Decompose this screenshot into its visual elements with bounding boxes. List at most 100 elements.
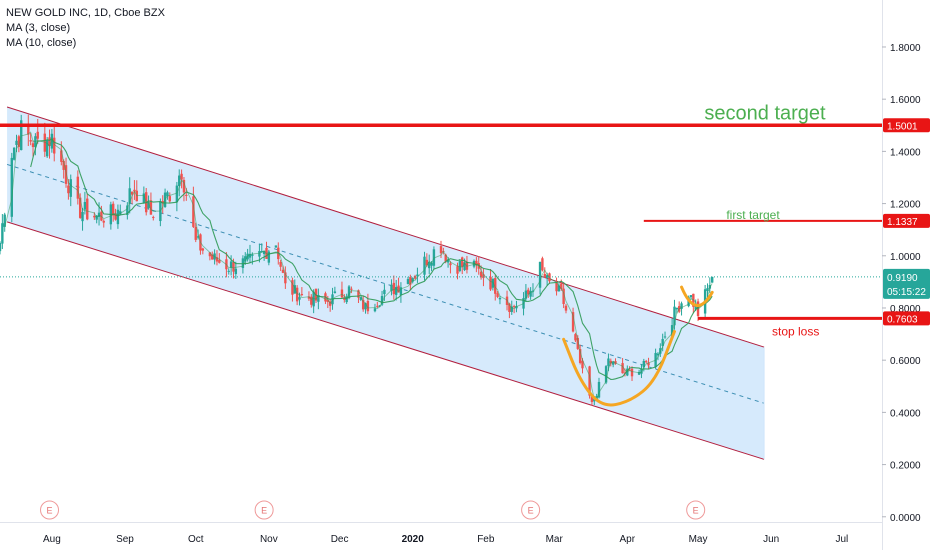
candle	[611, 361, 615, 368]
candle	[390, 279, 393, 296]
earnings-marker-label: E	[528, 506, 534, 516]
candle-body	[373, 308, 377, 312]
candle	[312, 289, 315, 314]
candle	[449, 261, 452, 274]
candle-body	[260, 251, 263, 253]
candle	[614, 358, 617, 365]
current-price-tag-bg	[883, 268, 930, 299]
candle-body	[36, 131, 39, 139]
candle	[527, 287, 530, 298]
candle-body	[614, 361, 617, 364]
candle	[340, 281, 344, 299]
candle-body	[29, 140, 32, 142]
candle-body	[130, 191, 134, 195]
candle-body	[543, 274, 546, 278]
earnings-marker-circle	[40, 500, 60, 520]
candle	[260, 243, 263, 253]
candle-body	[590, 394, 594, 402]
candle-body	[397, 285, 400, 293]
candle-body	[555, 282, 558, 292]
ma-short-label[interactable]: MA (3, close)	[6, 22, 71, 34]
candle	[359, 296, 363, 302]
ma-long-label[interactable]: MA (10, close)	[6, 37, 77, 49]
y-tick-label: 0.4000	[890, 408, 921, 419]
candle-body	[512, 306, 516, 308]
stop-loss-label: stop loss	[772, 324, 819, 338]
y-tick-label: 0.0000	[890, 513, 921, 524]
candle	[1, 214, 4, 250]
candle-body	[166, 192, 169, 197]
candle	[201, 247, 205, 255]
candle-body	[267, 251, 271, 263]
candle	[538, 261, 542, 295]
candle-body	[215, 257, 219, 262]
candle	[130, 191, 134, 205]
candle-body	[428, 261, 431, 269]
candle-body	[295, 287, 299, 302]
candle	[557, 283, 561, 292]
candle	[45, 137, 49, 158]
candle-body	[262, 250, 266, 255]
first-target-price-tag: 1.1337	[883, 213, 930, 228]
candle-body	[350, 288, 353, 290]
candle-body	[642, 360, 646, 368]
candle	[333, 286, 337, 294]
candle	[446, 256, 450, 268]
candle-body	[560, 283, 563, 289]
candle-body	[432, 249, 436, 266]
candle-body	[251, 254, 254, 256]
candle	[310, 294, 313, 308]
candle	[361, 295, 365, 312]
symbol-title[interactable]: NEW GOLD INC, 1D, Cboe BZX	[6, 7, 165, 19]
channel-midline	[6, 163, 765, 404]
candle-body	[111, 203, 115, 216]
candle	[413, 274, 417, 280]
candle-body	[489, 276, 492, 290]
earnings-marker: E	[254, 500, 274, 520]
candle-body	[232, 262, 235, 272]
candle-body	[347, 286, 351, 299]
candle-body	[588, 366, 591, 396]
candle-body	[310, 296, 313, 305]
candle-body	[637, 371, 641, 375]
candle	[48, 129, 51, 159]
candle-body	[621, 363, 624, 374]
candle	[677, 301, 681, 314]
candle	[543, 267, 546, 278]
candle-body	[234, 268, 238, 275]
candle	[293, 279, 296, 294]
candle-body	[376, 305, 379, 307]
candle-body	[185, 194, 188, 196]
candle	[571, 307, 575, 333]
candle-body	[48, 137, 51, 147]
candle-body	[531, 290, 535, 292]
earnings-marker: E	[40, 500, 60, 520]
candle-body	[196, 236, 200, 238]
candle	[680, 301, 683, 316]
candle-body	[244, 256, 247, 262]
candle-body	[307, 296, 311, 299]
candle-body	[182, 179, 186, 193]
candle-body	[439, 246, 443, 254]
candle	[244, 252, 247, 265]
candle	[350, 286, 353, 294]
candle	[267, 249, 271, 266]
candle-body	[482, 274, 485, 279]
candle	[576, 335, 579, 350]
candle	[149, 192, 153, 215]
candle-body	[0, 242, 2, 252]
channel-fill	[7, 107, 765, 460]
candle-body	[515, 306, 518, 309]
candle-body	[357, 290, 360, 298]
candle-body	[15, 140, 18, 145]
candle	[498, 295, 502, 305]
candle	[663, 331, 667, 339]
candle	[152, 215, 155, 221]
candle-body	[178, 175, 181, 186]
candle-body	[211, 254, 214, 260]
candle-body	[425, 259, 429, 266]
candle-body	[423, 256, 426, 275]
candle-body	[581, 360, 584, 369]
